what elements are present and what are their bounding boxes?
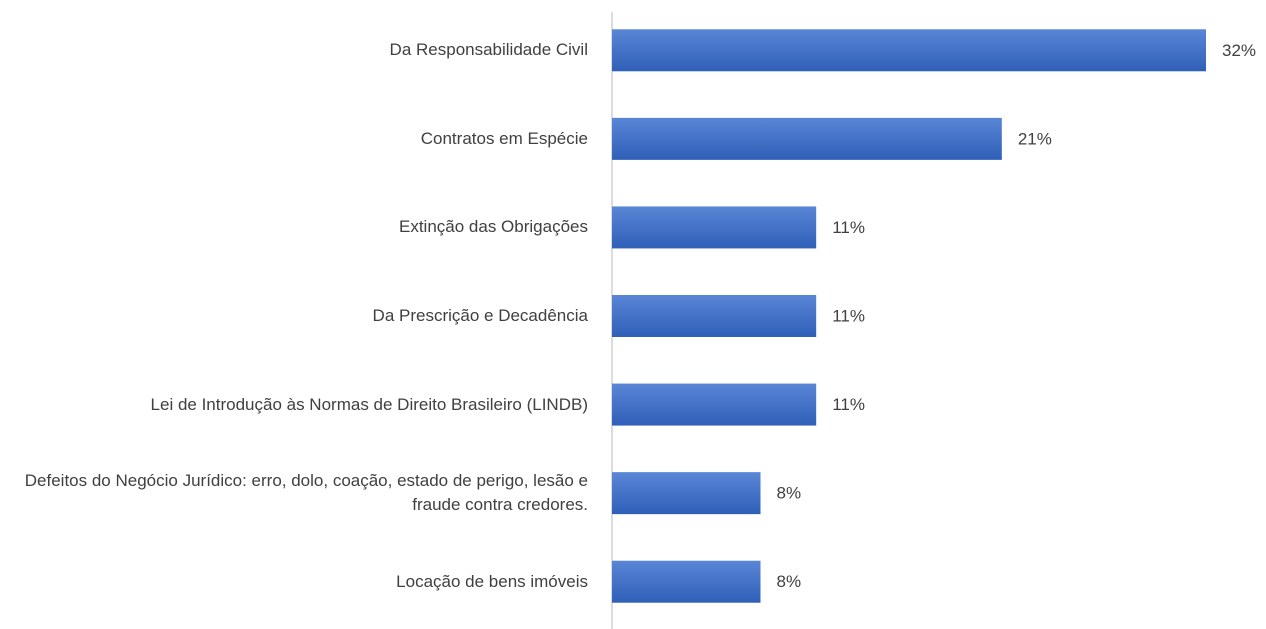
data-label: 8% bbox=[777, 572, 802, 591]
y-tick-label: Da Responsabilidade Civil bbox=[389, 40, 588, 60]
y-tick-label: Extinção das Obrigações bbox=[399, 217, 588, 237]
bar bbox=[612, 472, 761, 515]
bar bbox=[612, 206, 817, 249]
bar bbox=[612, 117, 1002, 160]
y-tick-label: Defeitos do Negócio Jurídico: erro, dolo… bbox=[24, 471, 588, 515]
bar bbox=[612, 29, 1206, 72]
data-label: 11% bbox=[832, 306, 865, 325]
data-label: 21% bbox=[1018, 129, 1052, 148]
y-tick-label: Lei de Introdução às Normas de Direito B… bbox=[150, 394, 588, 414]
data-label: 11% bbox=[832, 218, 865, 237]
bar bbox=[612, 295, 817, 337]
y-tick-label: Locação de bens imóveis bbox=[396, 571, 588, 591]
data-label: 8% bbox=[777, 484, 802, 503]
bar bbox=[612, 383, 817, 426]
data-label: 32% bbox=[1222, 41, 1256, 60]
data-label: 11% bbox=[832, 395, 865, 414]
y-tick-label: Contratos em Espécie bbox=[420, 128, 588, 148]
bar bbox=[612, 560, 761, 603]
y-tick-label: Da Prescrição e Decadência bbox=[372, 306, 588, 325]
